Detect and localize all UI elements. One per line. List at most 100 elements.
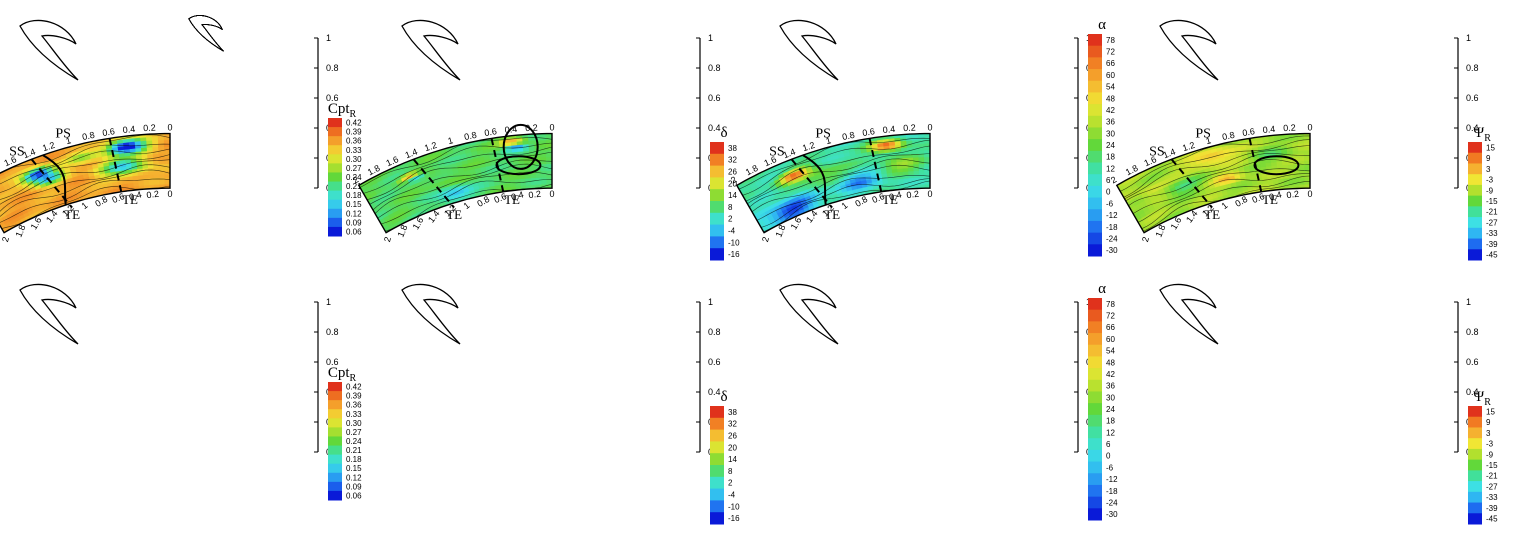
colorbar-level-label: 6 bbox=[1106, 440, 1111, 449]
arc-tick-label: 0.6 bbox=[484, 126, 498, 138]
colorbar-swatch bbox=[1468, 502, 1482, 514]
colorbar-level-label: 0.33 bbox=[346, 146, 362, 155]
contour-line bbox=[756, 175, 930, 221]
colorbar-level-label: 30 bbox=[1106, 129, 1115, 138]
arc-tick-label: 1 bbox=[80, 200, 90, 211]
colorbar-level-label: 2 bbox=[728, 215, 733, 224]
colorbar-level-label: 78 bbox=[1106, 36, 1115, 45]
colorbar-swatch bbox=[1088, 104, 1102, 117]
colorbar-level-label: 54 bbox=[1106, 347, 1115, 356]
colorbar-level-label: 0.27 bbox=[346, 164, 362, 173]
colorbar-swatch bbox=[1088, 508, 1102, 521]
colorbar-level-label: 0.06 bbox=[346, 227, 362, 236]
colorbar-level-label: 0.39 bbox=[346, 128, 362, 137]
colorbar-swatch bbox=[328, 127, 342, 137]
contour-line bbox=[363, 142, 552, 194]
colorbar-swatch bbox=[328, 481, 342, 492]
colorbar-swatch bbox=[1088, 57, 1102, 70]
colorbar-level-label: 0 bbox=[1106, 188, 1111, 197]
colorbar-swatch bbox=[710, 248, 724, 261]
colorbar-swatch bbox=[328, 163, 342, 173]
colorbar-level-label: 0.15 bbox=[346, 200, 362, 209]
colorbar-level-label: -3 bbox=[1486, 440, 1494, 449]
radial-tick-label: 1 bbox=[1466, 297, 1471, 307]
blade-outline bbox=[401, 283, 461, 345]
colorbar-level-label: 0.24 bbox=[346, 173, 362, 182]
colorbar-level-label: -30 bbox=[1106, 510, 1118, 519]
colorbar-level-label: 72 bbox=[1106, 48, 1115, 57]
arc-tick-label: 2 bbox=[729, 174, 738, 185]
colorbar-level-label: 18 bbox=[1106, 153, 1115, 162]
colorbar-swatch bbox=[1088, 150, 1102, 164]
colorbar-swatch bbox=[1468, 406, 1482, 418]
arc-tick-label: 1.2 bbox=[423, 140, 438, 153]
contour-line bbox=[0, 148, 170, 198]
colorbar-swatch bbox=[1088, 34, 1102, 47]
colorbar-level-label: 3 bbox=[1486, 429, 1491, 438]
colorbar-swatch bbox=[1468, 249, 1482, 261]
contour-field bbox=[736, 133, 930, 233]
colorbar: 38 32 26 20 14 8 2 -4 -10 -16 δ bbox=[710, 125, 740, 261]
arc-tick-label: 0.2 bbox=[903, 123, 916, 134]
colorbar-swatch bbox=[1468, 513, 1482, 525]
radial-tick-label: 0.4 bbox=[1466, 123, 1479, 133]
contour-line bbox=[1123, 139, 1310, 198]
dashed-te-line-2 bbox=[108, 138, 124, 197]
colorbar: 15 9 3 -3-9 -15 -21-27 -33 -39 -45 ΨR bbox=[1468, 389, 1498, 525]
contour-field bbox=[358, 133, 552, 233]
radial-tick-label: 0.8 bbox=[708, 327, 721, 337]
colorbar-swatch bbox=[328, 409, 342, 419]
colorbar-swatch bbox=[1468, 152, 1482, 164]
arc-tick-label: 0.4 bbox=[128, 189, 143, 202]
colorbar-level-label: 0.15 bbox=[346, 464, 362, 473]
arc-tick-label: 0.4 bbox=[1262, 124, 1275, 135]
colorbar-level-label: 0.18 bbox=[346, 191, 362, 200]
colorbar-swatch bbox=[1468, 438, 1482, 450]
arc-tick-label: 0.4 bbox=[888, 189, 903, 202]
arc-tick-label: 1.8 bbox=[774, 223, 788, 238]
colorbar-title: α bbox=[1098, 281, 1106, 297]
colorbar-swatch bbox=[1468, 142, 1482, 154]
colorbar-swatch bbox=[328, 454, 342, 465]
contour-panel-top-1: 221.81.81.61.61.41.41.21.2110.80.80.60.6… bbox=[19, 15, 362, 237]
arc-tick-label: 0.8 bbox=[81, 130, 95, 142]
contour-panel-bottom-2: 221.81.81.61.61.41.41.21.2110.80.80.60.6… bbox=[188, 15, 740, 525]
arc-tick-label: 1.2 bbox=[1181, 140, 1196, 153]
contour-panel-top-4: 221.81.81.61.61.41.41.21.2110.80.80.60.6… bbox=[188, 15, 1498, 261]
solid-wake-line bbox=[802, 154, 827, 206]
arc-tick-label: 0 bbox=[927, 189, 932, 199]
colorbar-level-label: 12 bbox=[1106, 164, 1115, 173]
colorbar-level-label: 0.18 bbox=[346, 455, 362, 464]
arc-tick-label: 2 bbox=[1140, 236, 1151, 243]
colorbar-swatch bbox=[1468, 459, 1482, 471]
ps-label: PS bbox=[1195, 126, 1211, 141]
blade-profile bbox=[1159, 19, 1219, 81]
colorbar-swatch bbox=[1468, 206, 1482, 218]
colorbar-level-label: 60 bbox=[1106, 71, 1115, 80]
colorbar-level-label: -21 bbox=[1486, 472, 1498, 481]
radial-tick-label: 1 bbox=[1466, 33, 1471, 43]
arc-tick-label: 0.8 bbox=[841, 130, 855, 142]
colorbar-swatch bbox=[328, 418, 342, 428]
colorbar-level-label: 3 bbox=[1486, 165, 1491, 174]
arc-tick-label: 0.2 bbox=[906, 189, 920, 201]
colorbar-swatch bbox=[1088, 356, 1102, 369]
colorbar-level-label: -16 bbox=[728, 514, 740, 523]
colorbar-swatch bbox=[710, 476, 724, 490]
colorbar-title: CptR bbox=[328, 365, 357, 384]
arc-tick-label: 0.6 bbox=[102, 126, 116, 138]
blade-outline bbox=[779, 283, 839, 345]
contour-line bbox=[0, 154, 170, 205]
colorbar-swatch bbox=[1088, 484, 1102, 498]
arc-tick-label: 0.4 bbox=[1268, 189, 1283, 202]
radial-tick-label: 1 bbox=[708, 33, 713, 43]
colorbar-swatch bbox=[710, 406, 724, 419]
annotation-ellipse bbox=[495, 155, 542, 176]
colorbar-swatch bbox=[1088, 45, 1102, 58]
colorbar-swatch bbox=[328, 400, 342, 410]
contour-line bbox=[374, 163, 552, 214]
colorbar: 0.420.390.360.330.300.270.240.210.180.15… bbox=[328, 101, 362, 237]
arc-tick-label: 0 bbox=[549, 189, 554, 199]
colorbar: 78726660544842363024181260-6-12-18-24-30… bbox=[1088, 281, 1118, 521]
colorbar-level-label: 0.33 bbox=[346, 410, 362, 419]
